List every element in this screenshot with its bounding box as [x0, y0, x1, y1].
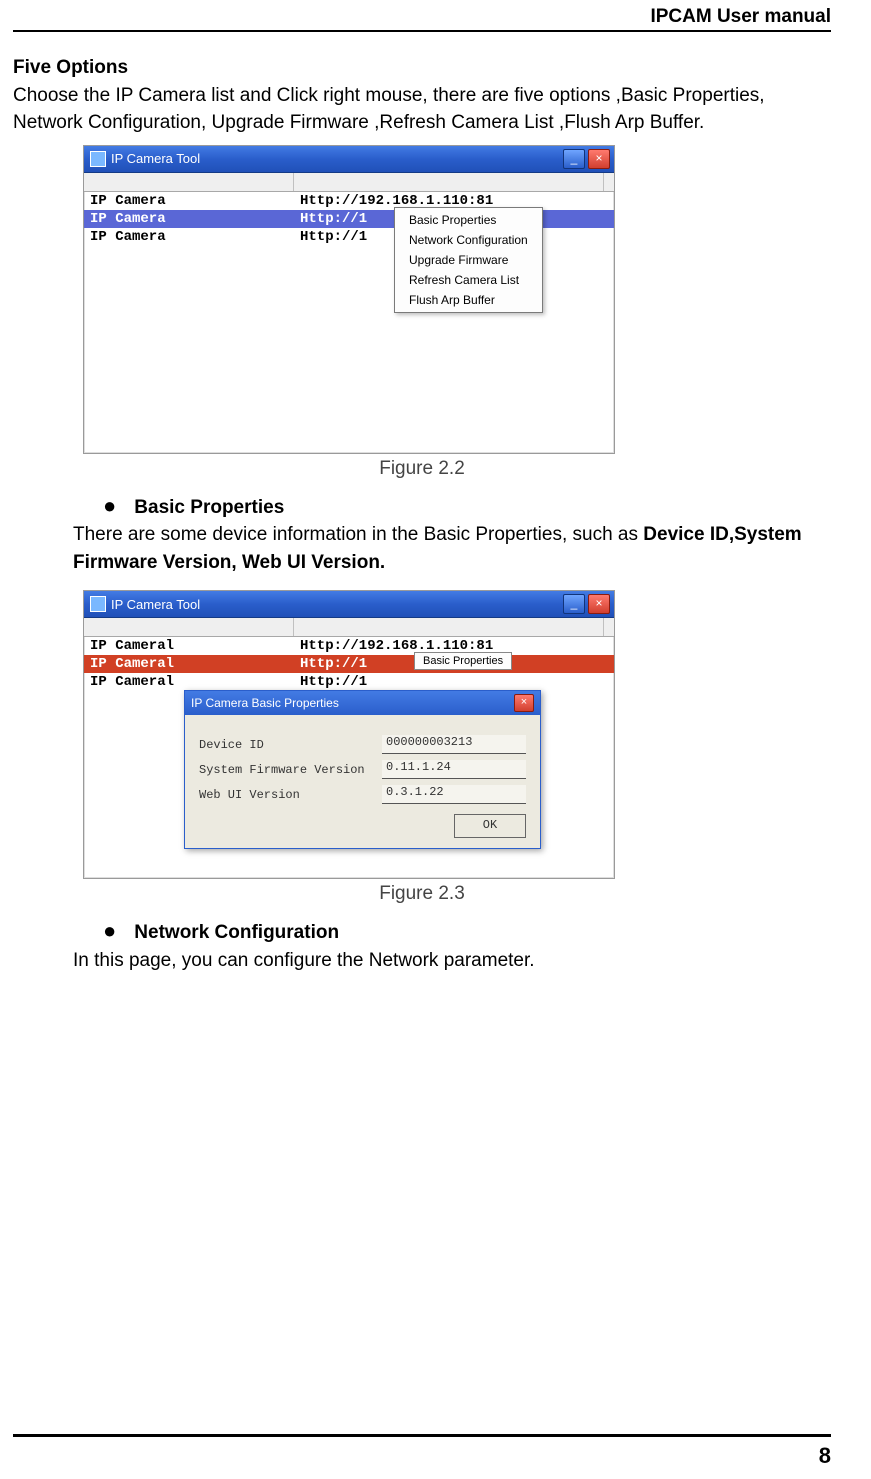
list-column-headers — [84, 173, 614, 192]
list-item[interactable]: IP Cameral Http://1 — [84, 673, 614, 691]
footer-rule — [13, 1434, 831, 1437]
ipcam-tool-window: IP Camera Tool _ × IP Camera Http://192.… — [83, 145, 615, 454]
figure-2-2-caption: Figure 2.2 — [13, 458, 831, 480]
basic-properties-dialog: IP Camera Basic Properties × Device ID 0… — [184, 690, 541, 849]
network-configuration-heading: Network Configuration — [134, 919, 339, 947]
menu-upgrade-firmware[interactable]: Upgrade Firmware — [397, 250, 540, 270]
five-options-heading: Five Options — [13, 54, 831, 82]
camera-name: IP Camera — [84, 228, 294, 246]
context-hint: Basic Properties — [414, 652, 512, 670]
figure-2-3: IP Camera Tool _ × IP Cameral Http://192… — [83, 590, 831, 879]
dialog-titlebar: IP Camera Basic Properties × — [185, 691, 540, 715]
bullet-icon: ● — [103, 920, 116, 942]
camera-name: IP Cameral — [84, 673, 294, 691]
list-item[interactable]: IP Cameral Http://1 — [84, 655, 614, 673]
five-options-text: Choose the IP Camera list and Click righ… — [13, 82, 831, 137]
menu-refresh-camera-list[interactable]: Refresh Camera List — [397, 270, 540, 290]
basic-properties-text: There are some device information in the… — [73, 524, 643, 545]
ok-button[interactable]: OK — [454, 814, 526, 838]
camera-url: Http://1 — [294, 673, 604, 691]
web-ui-version-value: 0.3.1.22 — [382, 785, 526, 804]
device-id-label: Device ID — [199, 738, 374, 752]
menu-flush-arp-buffer[interactable]: Flush Arp Buffer — [397, 290, 540, 310]
list-column-headers — [84, 618, 614, 637]
bullet-icon: ● — [103, 495, 116, 517]
close-button[interactable]: × — [588, 149, 610, 169]
camera-name: IP Camera — [84, 192, 294, 210]
close-button[interactable]: × — [588, 594, 610, 614]
window-titlebar: IP Camera Tool _ × — [84, 591, 614, 618]
minimize-button[interactable]: _ — [563, 149, 585, 169]
ipcam-tool-window-2: IP Camera Tool _ × IP Cameral Http://192… — [83, 590, 615, 879]
web-ui-version-label: Web UI Version — [199, 788, 374, 802]
app-icon — [90, 596, 106, 612]
menu-network-configuration[interactable]: Network Configuration — [397, 230, 540, 250]
firmware-version-value: 0.11.1.24 — [382, 760, 526, 779]
dialog-close-button[interactable]: × — [514, 694, 534, 712]
minimize-button[interactable]: _ — [563, 594, 585, 614]
dialog-title: IP Camera Basic Properties — [191, 696, 339, 710]
window-title: IP Camera Tool — [111, 597, 200, 612]
window-titlebar: IP Camera Tool _ × — [84, 146, 614, 173]
camera-list[interactable]: IP Cameral Http://192.168.1.110:81 IP Ca… — [84, 637, 614, 691]
firmware-version-label: System Firmware Version — [199, 763, 374, 777]
camera-name: IP Camera — [84, 210, 294, 228]
device-id-value: 000000003213 — [382, 735, 526, 754]
network-configuration-text: In this page, you can configure the Netw… — [73, 947, 831, 975]
basic-properties-heading: Basic Properties — [134, 494, 284, 522]
list-item[interactable]: IP Cameral Http://192.168.1.110:81 — [84, 637, 614, 655]
header-rule — [13, 30, 831, 32]
camera-name: IP Cameral — [84, 655, 294, 673]
app-icon — [90, 151, 106, 167]
window-title: IP Camera Tool — [111, 151, 200, 166]
figure-2-2: IP Camera Tool _ × IP Camera Http://192.… — [83, 145, 831, 454]
camera-name: IP Cameral — [84, 637, 294, 655]
page-header: IPCAM User manual — [13, 0, 831, 30]
page-number: 8 — [819, 1443, 831, 1469]
context-menu[interactable]: Basic Properties Network Configuration U… — [394, 207, 543, 313]
menu-basic-properties[interactable]: Basic Properties — [397, 210, 540, 230]
figure-2-3-caption: Figure 2.3 — [13, 883, 831, 905]
